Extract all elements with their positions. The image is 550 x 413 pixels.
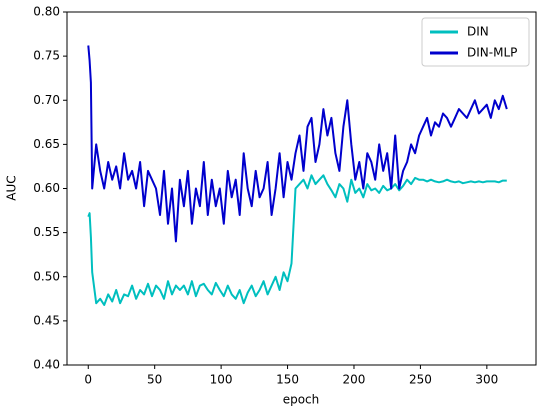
y-tick-label: 0.60 [33, 181, 60, 195]
x-tick-label: 50 [147, 373, 162, 387]
x-axis-label: epoch [283, 393, 320, 407]
x-tick-label: 0 [84, 373, 92, 387]
y-tick-label: 0.65 [33, 137, 60, 151]
line-series [87, 174, 507, 306]
y-tick-label: 0.75 [33, 49, 60, 63]
x-tick-label: 300 [475, 373, 498, 387]
legend-label: DIN [467, 25, 489, 39]
y-axis-label: AUC [5, 175, 19, 200]
y-tick-label: 0.40 [33, 358, 60, 372]
x-tick-label: 100 [210, 373, 233, 387]
y-tick-label: 0.55 [33, 225, 60, 239]
y-tick-label: 0.50 [33, 269, 60, 283]
y-tick-label: 0.45 [33, 313, 60, 327]
x-tick-label: 200 [343, 373, 366, 387]
y-tick-label: 0.80 [33, 5, 60, 19]
plot-frame [66, 11, 537, 366]
x-tick-label: 250 [409, 373, 432, 387]
legend-label: DIN-MLP [467, 46, 517, 60]
line-series [87, 45, 508, 243]
x-tick-label: 150 [276, 373, 299, 387]
y-tick-label: 0.70 [33, 93, 60, 107]
